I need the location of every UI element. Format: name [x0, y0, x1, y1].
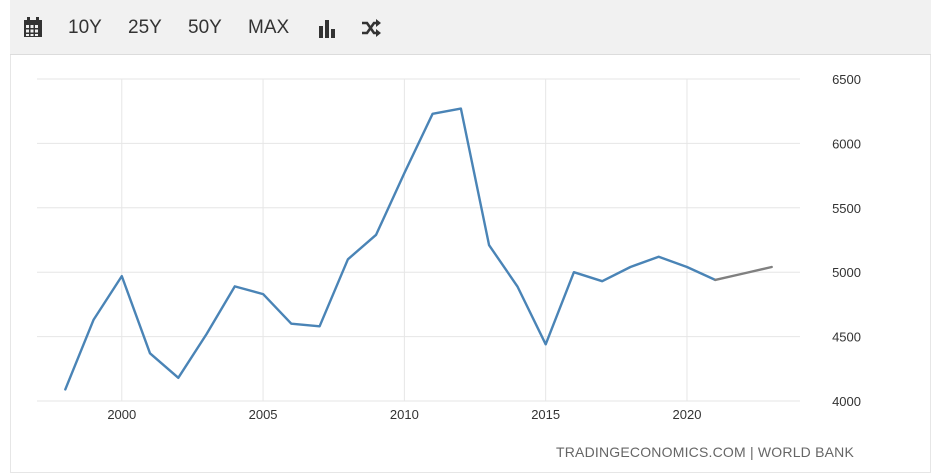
range-25y-button[interactable]: 25Y	[128, 17, 162, 38]
shuffle-icon[interactable]	[360, 17, 382, 39]
forecast-line	[714, 265, 773, 282]
source-label: TRADINGECONOMICS.COM | WORLD BANK	[555, 444, 854, 460]
x-tick-label: 2020	[673, 407, 702, 422]
range-max-button[interactable]: MAX	[248, 17, 290, 38]
calendar-icon[interactable]	[22, 17, 44, 39]
chart-toolbar: 10Y 25Y 50Y MAX	[10, 0, 931, 55]
x-tick-label: 2015	[531, 407, 560, 422]
x-tick-label: 2005	[249, 407, 278, 422]
range-10y-button[interactable]: 10Y	[68, 17, 102, 38]
y-tick-label: 5500	[832, 201, 861, 216]
bar-chart-icon[interactable]	[316, 17, 338, 39]
y-tick-label: 5000	[832, 265, 861, 280]
y-tick-label: 4500	[832, 330, 861, 345]
y-tick-label: 4000	[832, 394, 861, 409]
range-50y-button[interactable]: 50Y	[188, 17, 222, 38]
series-line	[64, 107, 717, 391]
x-tick-label: 2010	[390, 407, 419, 422]
x-tick-label: 2000	[107, 407, 136, 422]
y-tick-label: 6500	[832, 72, 861, 87]
y-tick-label: 6000	[832, 136, 861, 151]
